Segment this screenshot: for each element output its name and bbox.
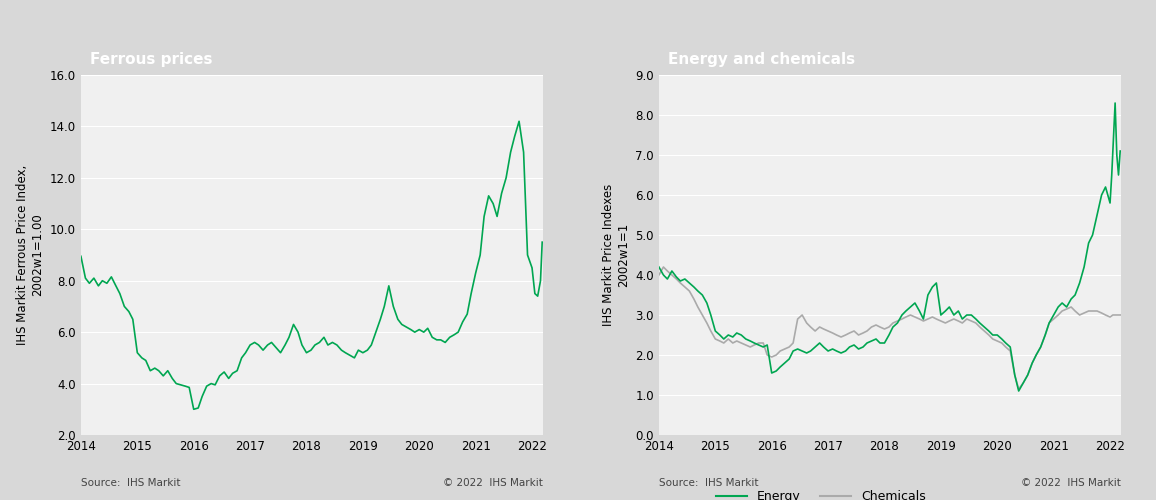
Legend: Energy, Chemicals: Energy, Chemicals xyxy=(711,485,931,500)
Text: © 2022  IHS Markit: © 2022 IHS Markit xyxy=(444,478,543,488)
Text: Energy and chemicals: Energy and chemicals xyxy=(668,52,855,66)
Text: © 2022  IHS Markit: © 2022 IHS Markit xyxy=(1022,478,1121,488)
Y-axis label: IHS Markit Ferrous Price Index,
2002w1=1.00: IHS Markit Ferrous Price Index, 2002w1=1… xyxy=(16,165,44,345)
Text: Source:  IHS Markit: Source: IHS Markit xyxy=(659,478,758,488)
Y-axis label: IHS Markit Price Indexes
2002w1=1: IHS Markit Price Indexes 2002w1=1 xyxy=(602,184,630,326)
Text: Ferrous prices: Ferrous prices xyxy=(90,52,213,66)
Text: Source:  IHS Markit: Source: IHS Markit xyxy=(81,478,180,488)
